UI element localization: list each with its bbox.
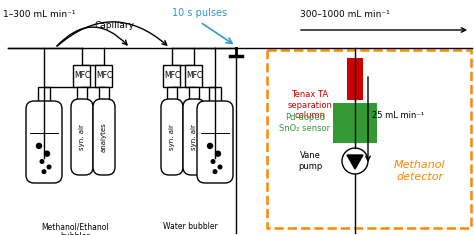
Text: Tenax TA
separation
column: Tenax TA separation column — [288, 90, 332, 120]
Text: Methanol/Ethanol
bubbler: Methanol/Ethanol bubbler — [41, 222, 109, 235]
Bar — [38, 87, 50, 103]
Bar — [267, 50, 471, 228]
FancyArrowPatch shape — [57, 22, 167, 46]
FancyBboxPatch shape — [161, 99, 183, 175]
Polygon shape — [347, 155, 363, 169]
Text: Water bubbler: Water bubbler — [163, 222, 218, 231]
Bar — [209, 87, 221, 103]
Circle shape — [208, 143, 212, 148]
Text: Methanol
detector: Methanol detector — [394, 160, 446, 182]
Bar — [189, 87, 199, 101]
Text: analytes: analytes — [101, 122, 107, 152]
Bar — [185, 65, 202, 87]
Text: Vane
pump: Vane pump — [299, 151, 323, 171]
FancyBboxPatch shape — [183, 99, 205, 175]
FancyArrowPatch shape — [57, 27, 127, 46]
Text: syn. air: syn. air — [169, 124, 175, 150]
Bar — [99, 87, 109, 101]
Text: MFC: MFC — [96, 71, 112, 81]
Circle shape — [36, 143, 42, 148]
Circle shape — [216, 151, 220, 156]
FancyBboxPatch shape — [197, 101, 233, 183]
Bar — [347, 58, 363, 100]
Bar — [77, 87, 87, 101]
FancyBboxPatch shape — [71, 99, 93, 175]
Bar — [73, 65, 91, 87]
Text: syn. air: syn. air — [191, 124, 197, 150]
Circle shape — [342, 148, 368, 174]
Text: MFC: MFC — [164, 71, 180, 81]
Text: syn. air: syn. air — [79, 124, 85, 150]
Text: Capillary: Capillary — [95, 21, 135, 31]
FancyBboxPatch shape — [26, 101, 62, 183]
Circle shape — [211, 160, 215, 163]
Circle shape — [218, 165, 222, 169]
Bar — [333, 103, 377, 143]
Text: Pd-doped
SnO₂ sensor: Pd-doped SnO₂ sensor — [280, 113, 330, 133]
Text: 1–300 mL min⁻¹: 1–300 mL min⁻¹ — [3, 10, 75, 19]
Bar — [164, 65, 181, 87]
Bar — [167, 87, 177, 101]
Text: 10 s pulses: 10 s pulses — [173, 8, 228, 18]
FancyBboxPatch shape — [93, 99, 115, 175]
Text: 300–1000 mL min⁻¹: 300–1000 mL min⁻¹ — [300, 10, 390, 19]
Circle shape — [47, 165, 51, 169]
Circle shape — [213, 170, 217, 173]
Circle shape — [42, 170, 46, 173]
Text: MFC: MFC — [186, 71, 202, 81]
Text: MFC: MFC — [74, 71, 90, 81]
Circle shape — [45, 151, 49, 156]
Text: 25 mL min⁻¹: 25 mL min⁻¹ — [372, 111, 424, 121]
Bar — [95, 65, 112, 87]
Circle shape — [40, 160, 44, 163]
